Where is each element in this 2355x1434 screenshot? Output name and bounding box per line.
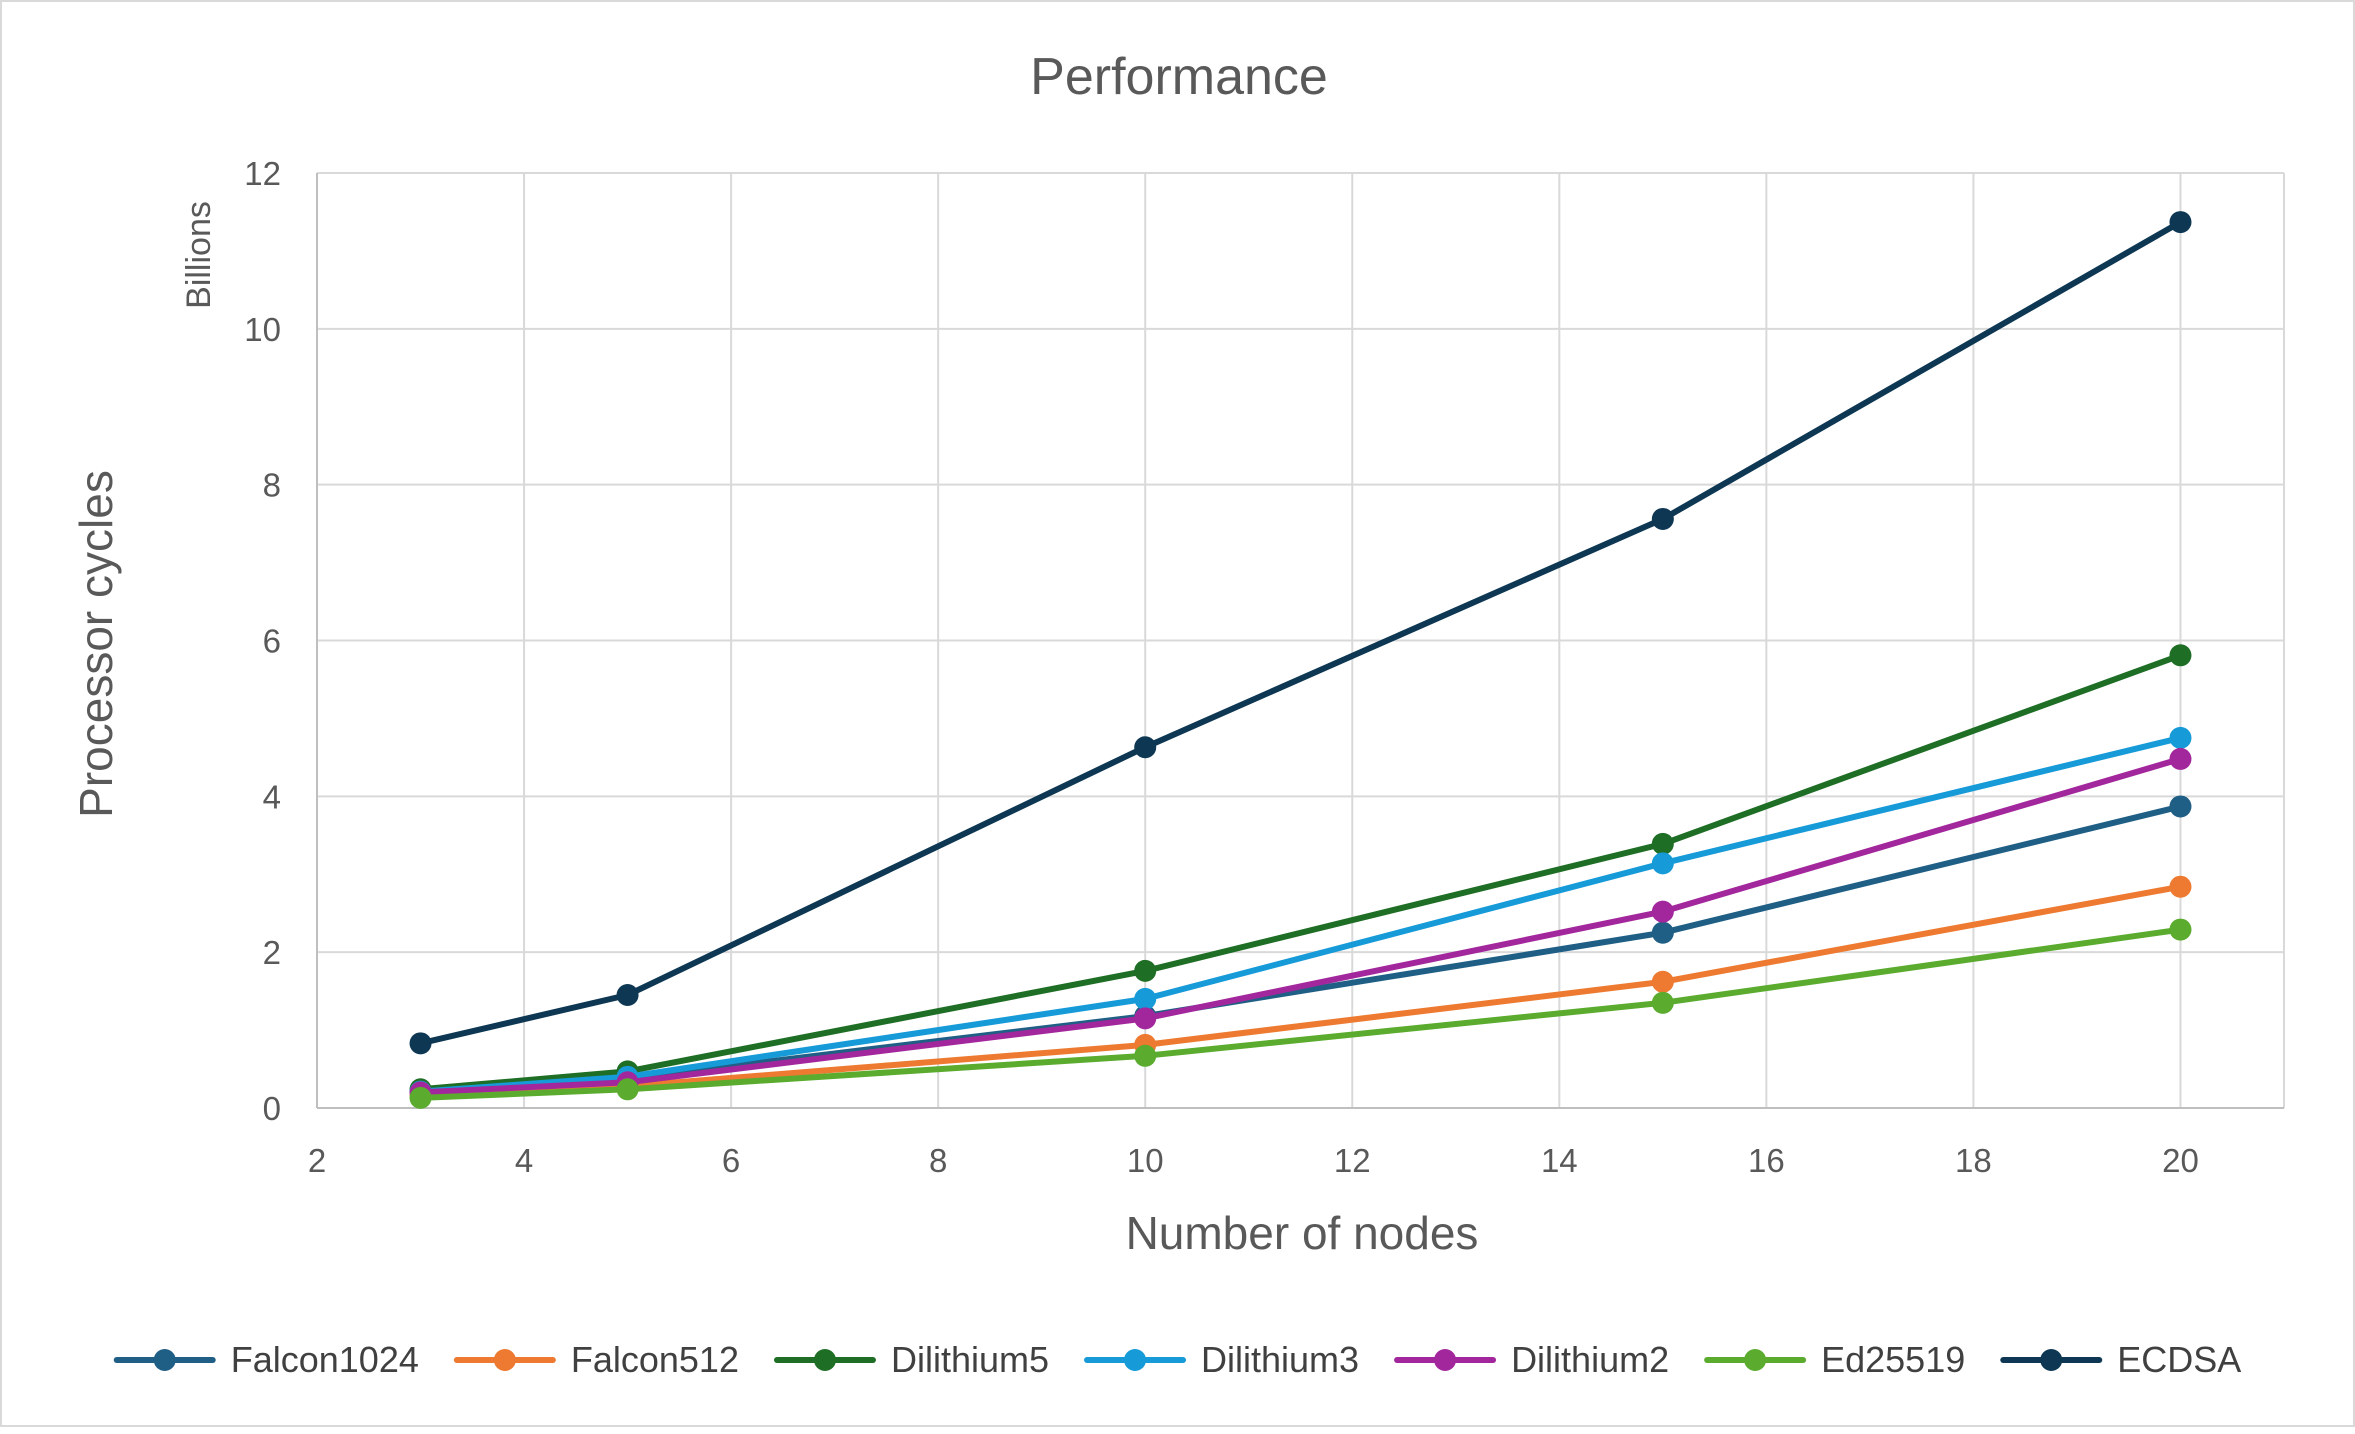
y-axis-units-label: Billions	[180, 201, 218, 309]
series-line	[417, 219, 2184, 1047]
y-tick-label: 8	[263, 467, 281, 504]
data-point	[1134, 1044, 1157, 1067]
legend-item-falcon1024: Falcon1024	[113, 1339, 419, 1380]
axes	[316, 173, 2284, 1109]
legend-item-ecdsa: ECDSA	[2000, 1339, 2241, 1380]
legend-item-ed25519: Ed25519	[1704, 1339, 1965, 1380]
legend-marker	[153, 1349, 176, 1371]
legend-label: Dilithium3	[1201, 1339, 1359, 1380]
x-tick-label: 6	[722, 1142, 740, 1179]
data-point	[409, 1032, 432, 1055]
x-tick-label: 18	[1955, 1142, 1992, 1179]
y-tick-label: 4	[263, 778, 281, 815]
y-tick-label: 12	[244, 155, 281, 192]
data-point	[2169, 875, 2192, 898]
data-point	[1651, 852, 1674, 875]
x-tick-label: 10	[1127, 1142, 1164, 1179]
data-point	[616, 984, 639, 1007]
y-tick-label: 10	[244, 311, 281, 348]
x-axis-title: Number of nodes	[1126, 1207, 1479, 1259]
data-point	[1134, 959, 1157, 982]
legend-marker	[1124, 1349, 1147, 1371]
series-lines	[409, 211, 2192, 1109]
data-point	[2169, 726, 2192, 749]
series-falcon1024	[409, 795, 2192, 1102]
data-point	[409, 1086, 432, 1109]
x-tick-label: 4	[515, 1142, 533, 1179]
legend-item-falcon512: Falcon512	[453, 1339, 739, 1380]
legend-label: Dilithium2	[1511, 1339, 1669, 1380]
data-point	[1651, 900, 1674, 923]
x-tick-label: 8	[929, 1142, 947, 1179]
legend-marker	[813, 1349, 836, 1371]
data-point	[1651, 507, 1674, 530]
data-point	[1134, 987, 1157, 1010]
chart-title: Performance	[1030, 48, 1328, 106]
series-line	[417, 803, 2184, 1094]
series-ecdsa	[409, 211, 2192, 1055]
x-tick-label: 12	[1334, 1142, 1371, 1179]
data-point	[616, 1078, 639, 1101]
x-tick-label: 2	[308, 1142, 326, 1179]
legend-marker	[2040, 1349, 2063, 1371]
data-point	[2169, 747, 2192, 770]
y-axis-title: Processor cycles	[70, 470, 122, 818]
legend-marker	[493, 1349, 516, 1371]
legend-label: Ed25519	[1821, 1339, 1965, 1380]
series-ed25519	[409, 918, 2192, 1109]
legend: Falcon1024 Falcon512 Dilithium5 Dilithium3 D…	[113, 1339, 2241, 1380]
data-point	[1651, 991, 1674, 1014]
data-point	[1651, 970, 1674, 993]
gridlines	[317, 172, 2285, 1108]
legend-item-dilithium5: Dilithium5	[773, 1339, 1049, 1380]
data-point	[2169, 795, 2192, 818]
legend-label: ECDSA	[2117, 1339, 2241, 1380]
data-point	[2169, 644, 2192, 667]
series-dilithium5	[409, 644, 2192, 1101]
data-point	[1651, 832, 1674, 855]
legend-label: Dilithium5	[891, 1339, 1049, 1380]
series-dilithium3	[409, 726, 2192, 1103]
y-tick-label: 2	[263, 934, 281, 971]
legend-item-dilithium3: Dilithium3	[1084, 1339, 1359, 1380]
y-tick-label: 6	[263, 623, 281, 660]
data-point	[1651, 921, 1674, 944]
legend-item-dilithium2: Dilithium2	[1394, 1339, 1669, 1380]
legend-label: Falcon1024	[231, 1339, 419, 1380]
data-point	[2169, 211, 2192, 234]
x-tick-label: 16	[1748, 1142, 1785, 1179]
x-tick-label: 20	[2162, 1142, 2199, 1179]
legend-label: Falcon512	[571, 1339, 739, 1380]
data-point	[1134, 736, 1157, 759]
legend-marker	[1434, 1349, 1457, 1371]
data-point	[1134, 1007, 1157, 1030]
data-point	[2169, 918, 2192, 941]
legend-marker	[1744, 1349, 1767, 1371]
x-tick-label: 14	[1541, 1142, 1578, 1179]
y-tick-label: 0	[263, 1090, 281, 1127]
